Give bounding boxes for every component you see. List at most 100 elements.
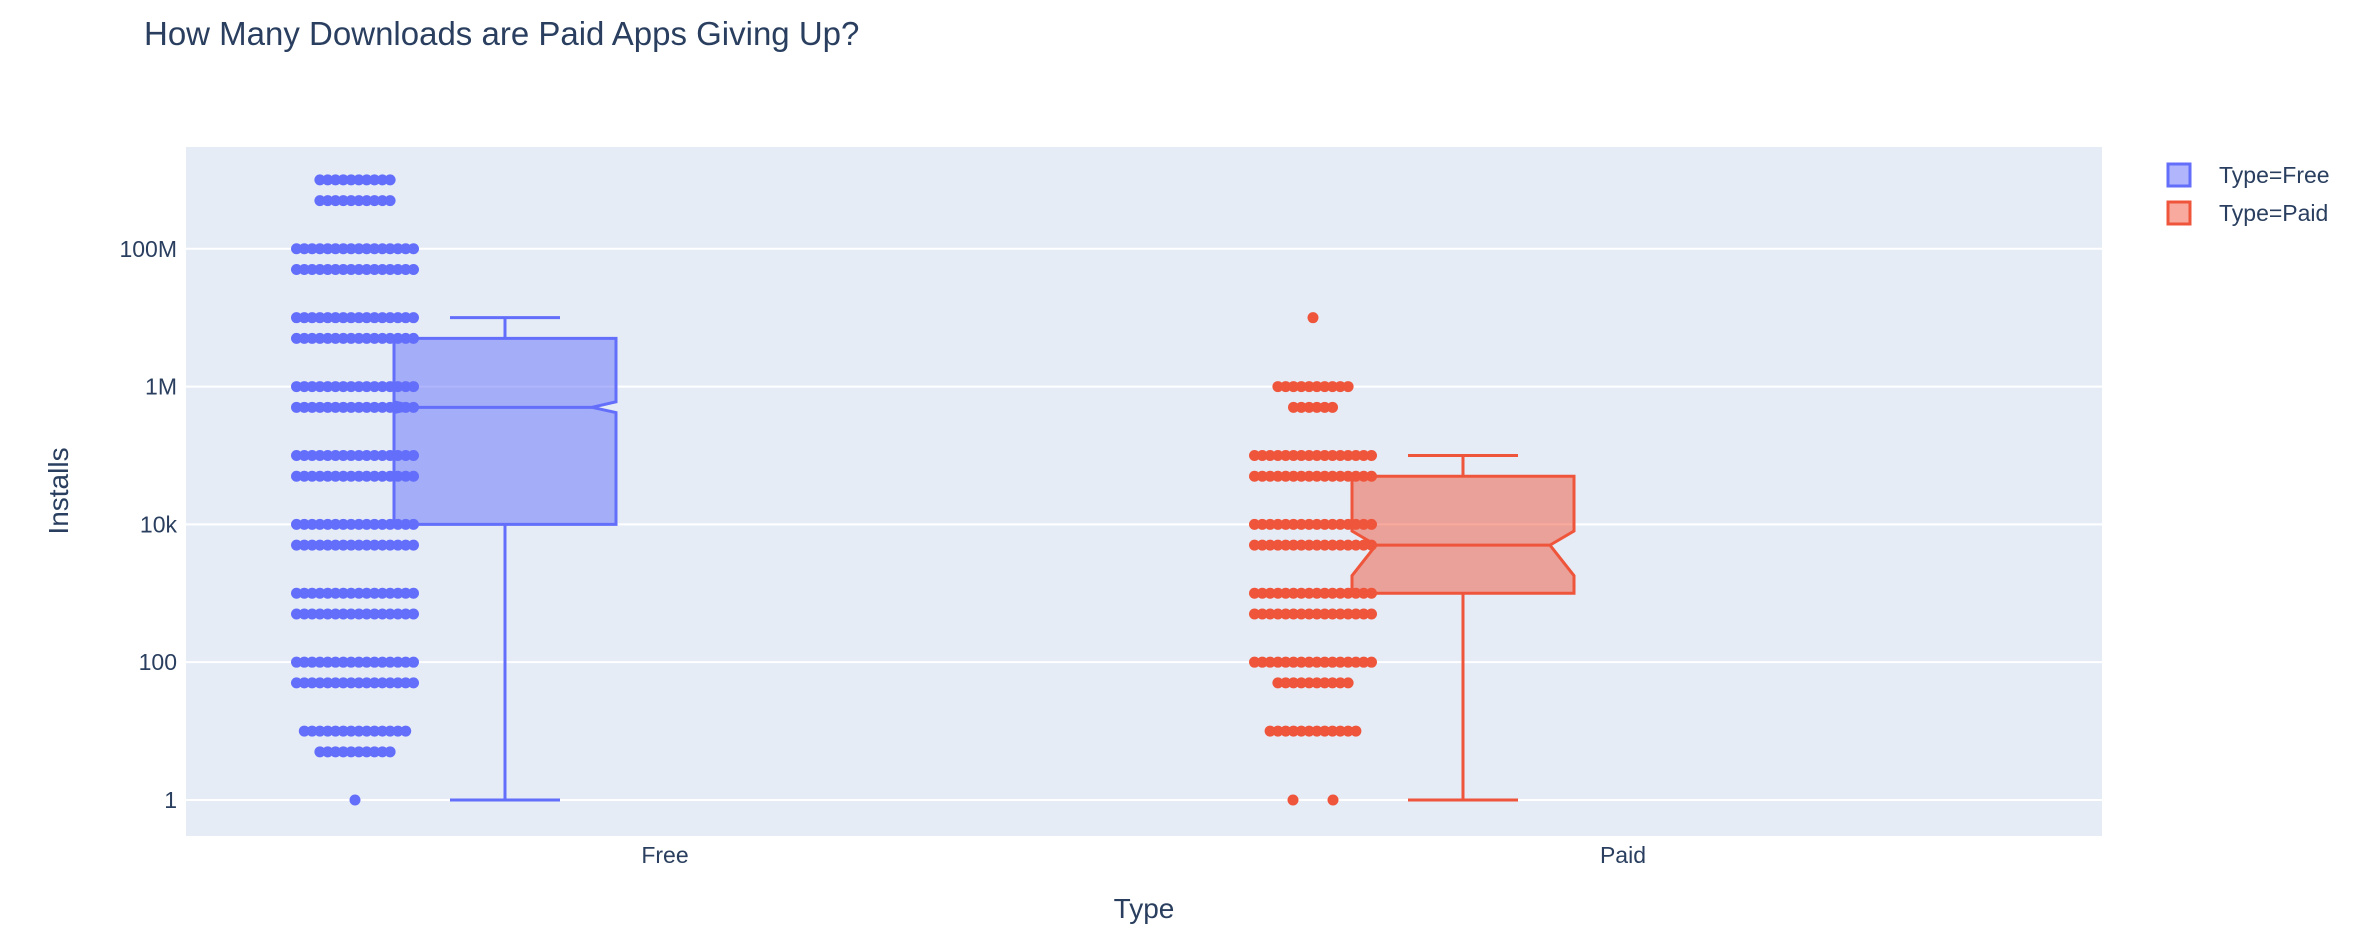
data-point [376, 587, 388, 599]
data-point [345, 332, 357, 344]
data-point [1280, 518, 1292, 530]
data-point [1311, 725, 1323, 737]
x-axis-title: Type [1114, 893, 1175, 924]
data-point [298, 332, 310, 344]
data-point [1327, 587, 1338, 599]
data-point [1319, 539, 1331, 551]
data-point [1264, 518, 1276, 530]
data-point [353, 312, 365, 324]
data-point [1319, 449, 1331, 461]
data-point [1288, 725, 1299, 737]
data-point [345, 518, 357, 530]
data-point [1327, 725, 1338, 737]
y-axis-title: Installs [43, 447, 74, 534]
data-point [291, 656, 302, 668]
data-point [1342, 449, 1354, 461]
data-point [298, 608, 310, 620]
data-point [298, 518, 310, 530]
data-point [291, 332, 302, 344]
data-point [361, 401, 373, 413]
data-point [322, 587, 334, 599]
data-point [1280, 381, 1292, 393]
data-point [1280, 677, 1292, 689]
data-point [291, 518, 302, 530]
data-point [1264, 587, 1276, 599]
data-point [392, 539, 404, 551]
data-point [361, 608, 373, 620]
data-point [306, 381, 318, 393]
data-point [1319, 470, 1331, 482]
data-point [353, 725, 365, 737]
box-body [392, 336, 618, 526]
data-point [1256, 587, 1268, 599]
data-point [1327, 518, 1338, 530]
data-point [353, 746, 365, 758]
data-point [353, 401, 365, 413]
data-point [1350, 656, 1362, 668]
data-point [384, 401, 396, 413]
data-point [353, 539, 365, 551]
data-point [1319, 587, 1331, 599]
data-point [337, 195, 349, 207]
data-point [1280, 725, 1292, 737]
data-point [384, 656, 396, 668]
data-point [1303, 608, 1315, 620]
data-point [1288, 470, 1299, 482]
data-point [1350, 608, 1362, 620]
data-point [322, 195, 334, 207]
data-point [322, 470, 334, 482]
legend-item[interactable]: Type=Free [2166, 162, 2330, 188]
y-tick-label: 1 [164, 787, 177, 813]
data-point [1303, 539, 1315, 551]
legend-item[interactable]: Type=Paid [2166, 200, 2328, 226]
data-point [408, 587, 419, 599]
data-point [314, 539, 326, 551]
data-point [408, 312, 419, 324]
data-point [1366, 449, 1377, 461]
data-point [298, 401, 310, 413]
data-point [361, 539, 373, 551]
data-point [353, 656, 365, 668]
data-point [353, 332, 365, 344]
data-point [298, 264, 310, 276]
data-point [1350, 725, 1362, 737]
data-point [291, 449, 302, 461]
data-point [369, 401, 380, 413]
data-point [1272, 381, 1284, 393]
data-point [1280, 539, 1292, 551]
data-point [353, 381, 365, 393]
data-point [1342, 381, 1354, 393]
data-point [1295, 401, 1307, 413]
data-point [384, 587, 396, 599]
data-point [322, 656, 334, 668]
data-point [1358, 656, 1370, 668]
data-point [353, 195, 365, 207]
data-point [330, 725, 341, 737]
data-point [1319, 677, 1331, 689]
data-point [337, 401, 349, 413]
data-point [353, 677, 365, 689]
data-point [314, 725, 326, 737]
y-tick-label: 10k [140, 511, 178, 537]
data-point [1295, 608, 1307, 620]
data-point [1358, 539, 1370, 551]
data-point [1334, 539, 1346, 551]
legend: Type=Free Type=Paid [2166, 162, 2330, 226]
data-point [376, 174, 388, 186]
data-point [1303, 381, 1315, 393]
data-point [330, 677, 341, 689]
data-point [1319, 656, 1331, 668]
data-point [1295, 725, 1307, 737]
data-point [1319, 381, 1331, 393]
data-point [1272, 608, 1284, 620]
data-point [314, 401, 326, 413]
data-point [330, 264, 341, 276]
data-point [361, 264, 373, 276]
data-point [369, 656, 380, 668]
data-point [376, 518, 388, 530]
data-point [1334, 381, 1346, 393]
data-point [1342, 608, 1354, 620]
y-tick-label: 100M [119, 236, 177, 262]
data-point [369, 539, 380, 551]
data-point [298, 381, 310, 393]
